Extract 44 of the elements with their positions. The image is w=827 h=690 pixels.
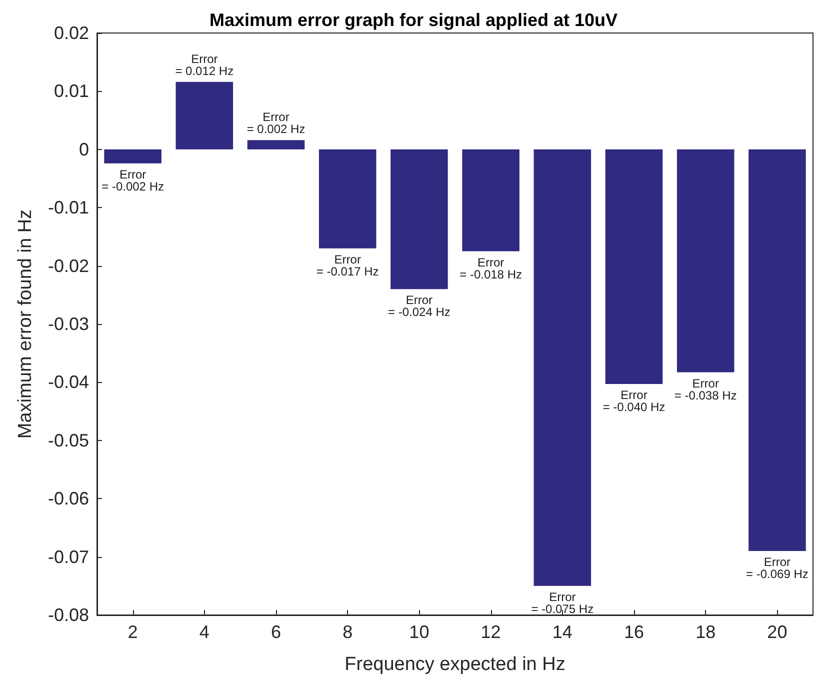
bar (462, 149, 520, 252)
data-label: Error = -0.024 Hz (388, 293, 450, 320)
y-tick-label: 0.02 (54, 23, 89, 43)
y-tick-label: 0.01 (54, 81, 89, 102)
x-tick-label: 14 (552, 622, 572, 642)
data-label: Error = -0.002 Hz (102, 167, 164, 194)
data-label: Error = -0.069 Hz (746, 554, 808, 581)
x-tick-label: 12 (480, 622, 501, 642)
y-tick-label: -0.06 (48, 488, 89, 509)
data-label: Error = -0.040 Hz (602, 388, 666, 414)
x-tick-label: 10 (409, 622, 430, 642)
bar (676, 149, 734, 372)
y-tick-label: -0.05 (48, 430, 89, 450)
y-axis-title: Maximum error found in Hz (15, 209, 36, 439)
chart-title: Maximum error graph for signal applied at 10uV (209, 10, 618, 30)
bar (534, 149, 592, 586)
y-tick-label: -0.03 (48, 314, 89, 334)
y-tick-label: -0.02 (48, 256, 89, 276)
x-tick-label: 20 (767, 622, 788, 642)
x-axis-title: Frequency expected in Hz (344, 654, 566, 675)
data-label: Error = 0.012 Hz (175, 52, 234, 78)
bar (247, 140, 305, 150)
y-tick-label: -0.07 (48, 546, 89, 567)
bar (390, 149, 448, 290)
bar (318, 149, 376, 248)
x-tick-label: 16 (624, 622, 644, 642)
x-tick-label: 18 (696, 622, 716, 642)
y-tick-label: 0 (78, 139, 89, 160)
y-tick-label: -0.01 (48, 198, 89, 218)
y-tick-label: -0.04 (48, 372, 89, 392)
bar (176, 82, 234, 150)
x-tick-label: 6 (270, 622, 282, 642)
bar (605, 149, 663, 384)
x-tick-label: 4 (199, 622, 210, 642)
data-label: Error = -0.038 Hz (674, 376, 737, 402)
x-tick-label: 8 (342, 622, 353, 642)
x-tick-label: 2 (128, 622, 138, 642)
data-label: Error = 0.002 Hz (246, 110, 306, 136)
bar (104, 149, 162, 164)
data-label: Error = -0.018 Hz (460, 255, 522, 282)
data-label: Error = -0.017 Hz (316, 252, 379, 278)
y-tick-label: -0.08 (48, 605, 89, 625)
data-label: Error = -0.075 Hz (531, 590, 594, 616)
bar (748, 149, 806, 551)
